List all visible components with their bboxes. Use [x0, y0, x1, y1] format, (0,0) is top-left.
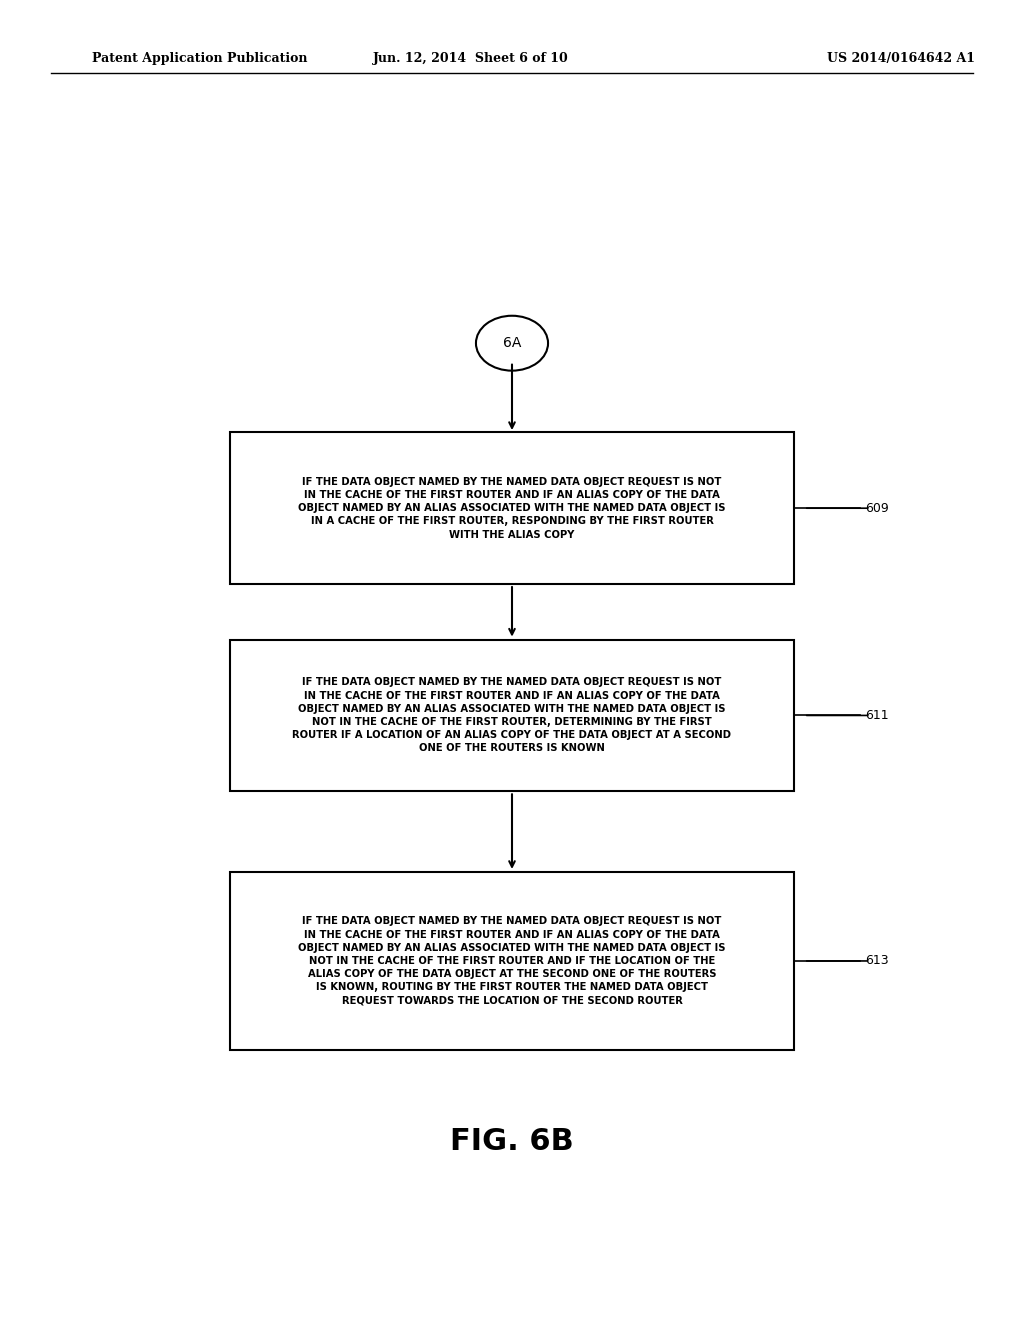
Text: 609: 609: [865, 502, 889, 515]
Text: Jun. 12, 2014  Sheet 6 of 10: Jun. 12, 2014 Sheet 6 of 10: [373, 51, 569, 65]
Text: IF THE DATA OBJECT NAMED BY THE NAMED DATA OBJECT REQUEST IS NOT
IN THE CACHE OF: IF THE DATA OBJECT NAMED BY THE NAMED DA…: [298, 477, 726, 540]
Text: 6A: 6A: [503, 337, 521, 350]
Text: 613: 613: [865, 954, 889, 968]
FancyBboxPatch shape: [230, 639, 794, 791]
Text: Patent Application Publication: Patent Application Publication: [92, 51, 307, 65]
Text: FIG. 6B: FIG. 6B: [451, 1127, 573, 1156]
Text: IF THE DATA OBJECT NAMED BY THE NAMED DATA OBJECT REQUEST IS NOT
IN THE CACHE OF: IF THE DATA OBJECT NAMED BY THE NAMED DA…: [293, 677, 731, 754]
Text: US 2014/0164642 A1: US 2014/0164642 A1: [827, 51, 975, 65]
Text: 611: 611: [865, 709, 889, 722]
FancyBboxPatch shape: [230, 433, 794, 583]
Text: IF THE DATA OBJECT NAMED BY THE NAMED DATA OBJECT REQUEST IS NOT
IN THE CACHE OF: IF THE DATA OBJECT NAMED BY THE NAMED DA…: [298, 916, 726, 1006]
FancyBboxPatch shape: [230, 871, 794, 1051]
